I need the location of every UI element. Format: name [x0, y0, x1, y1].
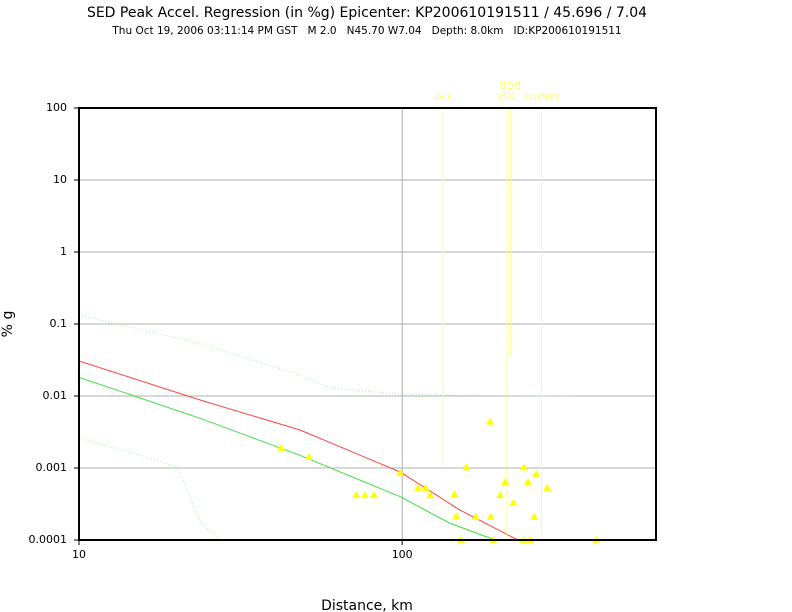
x-tick-label: 10	[72, 548, 86, 561]
data-point	[396, 469, 405, 477]
curve	[78, 360, 519, 541]
data-point	[450, 490, 459, 498]
data-point	[530, 512, 539, 520]
data-point	[277, 443, 286, 451]
data-point	[519, 463, 528, 471]
data-point	[486, 512, 495, 520]
curve	[78, 376, 496, 541]
data-point	[471, 512, 480, 520]
data-point	[509, 498, 518, 506]
y-tick-label: 0.0001	[29, 533, 68, 546]
chart-subtitle: Thu Oct 19, 2006 03:11:14 PM GST M 2.0 N…	[111, 25, 621, 37]
y-tick-label: 100	[46, 101, 67, 114]
data-point	[352, 491, 361, 499]
y-tick-label: 0.001	[36, 461, 68, 474]
x-axis-label: Distance, km	[321, 598, 413, 612]
y-axis-label: % g	[0, 311, 16, 338]
data-point	[421, 483, 430, 491]
station-label: FUORN	[524, 92, 559, 103]
plot-frame	[78, 107, 657, 541]
y-tick-label: 1	[60, 245, 67, 258]
data-point	[369, 491, 378, 499]
data-point	[452, 512, 461, 520]
data-point	[496, 491, 505, 499]
curve	[78, 314, 571, 397]
data-point	[360, 491, 369, 499]
x-tick-label: 100	[392, 548, 413, 561]
data-point	[426, 491, 435, 499]
chart-title: SED Peak Accel. Regression (in %g) Epice…	[87, 5, 647, 21]
station-label: VDL	[497, 92, 518, 103]
data-point	[305, 453, 314, 461]
y-tick-label: 10	[53, 173, 67, 186]
curve	[78, 437, 221, 541]
station-label: DOI	[434, 92, 453, 103]
y-tick-label: 0.01	[43, 389, 68, 402]
data-point	[543, 483, 552, 491]
y-tick-label: 0.1	[50, 317, 68, 330]
data-point	[414, 483, 423, 491]
data-point	[486, 417, 495, 425]
data-point	[532, 469, 541, 477]
station-label: BDB	[500, 81, 522, 92]
data-point	[523, 477, 532, 485]
data-point	[500, 477, 509, 485]
data-point	[462, 463, 471, 471]
